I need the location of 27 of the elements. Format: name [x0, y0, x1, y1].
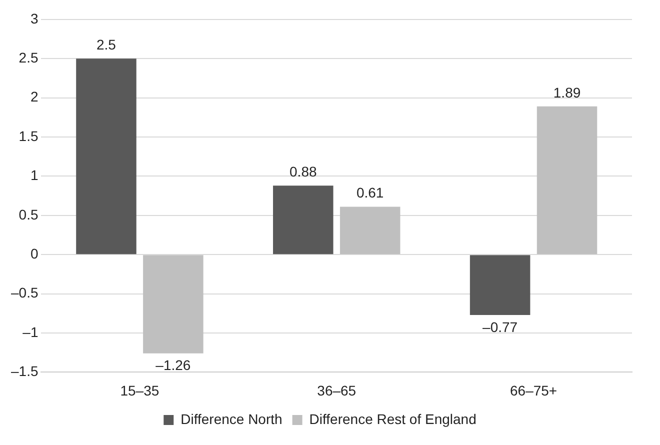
y-tick-label: 3 — [30, 10, 38, 26]
x-tick-label: 15–35 — [120, 382, 160, 398]
legend-label: Difference Rest of England — [309, 410, 476, 427]
bar — [340, 206, 400, 254]
data-label: 2.5 — [96, 36, 116, 52]
y-tick-label: –1 — [22, 324, 38, 340]
bar — [273, 186, 334, 254]
y-tick-label: –0.5 — [11, 284, 38, 301]
legend-label: Difference North — [180, 410, 282, 427]
y-tick-label: –1.5 — [11, 363, 38, 380]
y-tick-label: 2.5 — [18, 49, 38, 66]
data-label: –0.77 — [482, 318, 518, 335]
x-tick-label: 66–75+ — [510, 382, 558, 398]
data-label: 0.61 — [356, 184, 384, 201]
bar — [143, 255, 204, 354]
data-label: 0.88 — [290, 163, 317, 180]
bar — [76, 58, 136, 254]
y-tick-label: 0 — [30, 245, 38, 262]
data-label: 1.89 — [553, 84, 581, 100]
y-tick-label: 2 — [30, 88, 38, 105]
y-tick-label: 1.5 — [18, 128, 38, 144]
bar — [470, 255, 530, 315]
bar — [536, 106, 598, 254]
data-label: –1.26 — [156, 357, 191, 374]
x-tick-label: 36–65 — [317, 382, 356, 398]
y-tick-label: 1 — [30, 167, 38, 184]
y-tick-label: 0.5 — [18, 206, 38, 222]
